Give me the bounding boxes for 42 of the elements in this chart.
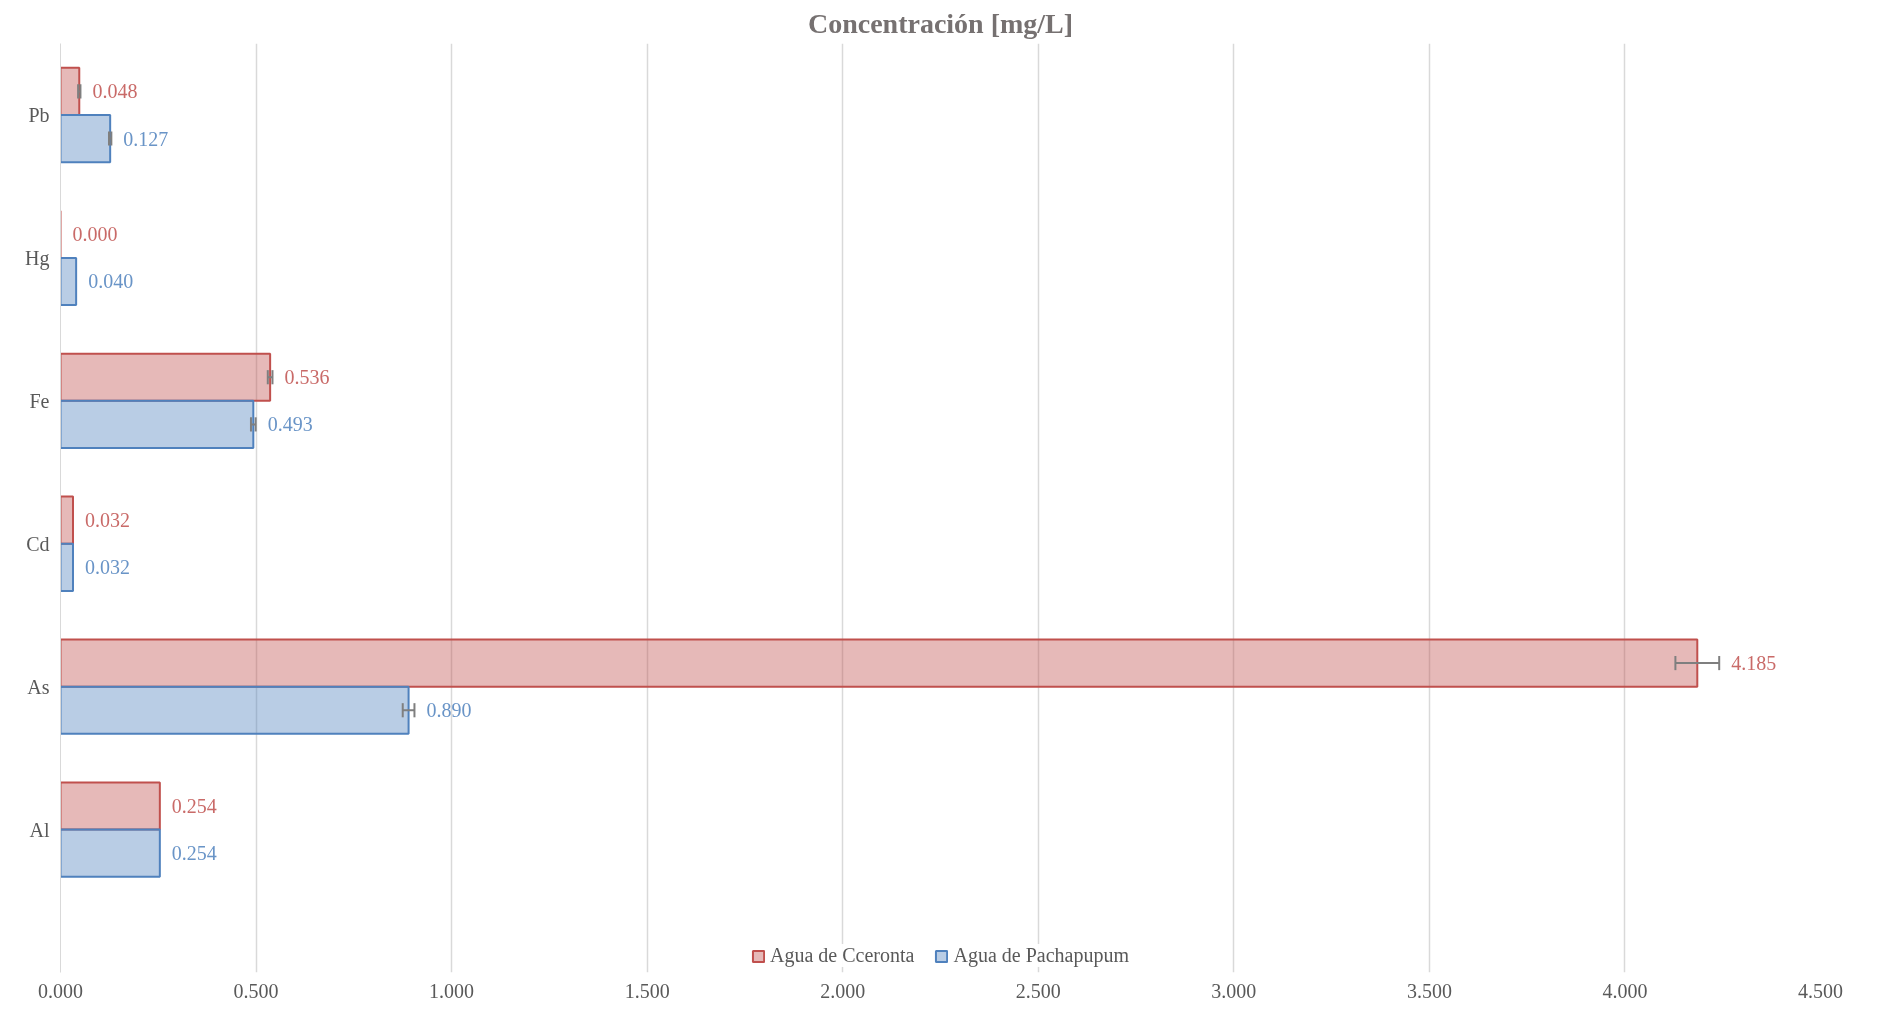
- bar: [60, 542, 75, 592]
- data-label: 0.254: [171, 842, 217, 865]
- x-tick-label: 3.500: [1406, 979, 1452, 1002]
- legend-label: Agua de Cceronta: [770, 944, 915, 967]
- y-tick-label: Al: [29, 818, 50, 841]
- y-tick-label: Fe: [29, 389, 50, 412]
- bar: [60, 781, 161, 831]
- bar: [60, 685, 410, 735]
- data-label: 4.185: [1731, 652, 1777, 675]
- data-label: 0.536: [284, 366, 330, 389]
- data-label: 0.127: [123, 127, 169, 150]
- bar: [60, 828, 161, 878]
- x-tick-label: 4.000: [1602, 979, 1648, 1002]
- y-tick-label: As: [27, 675, 50, 698]
- data-label: 0.048: [92, 80, 138, 103]
- x-tick-label: 1.500: [624, 979, 670, 1002]
- bar: [60, 638, 1699, 688]
- x-tick-label: 2.500: [1015, 979, 1061, 1002]
- data-label: 0.032: [85, 509, 131, 532]
- data-label: 0.493: [267, 413, 313, 436]
- legend-label: Agua de Pachapupum: [953, 944, 1129, 967]
- data-label: 0.032: [85, 556, 131, 579]
- x-tick-label: 0.500: [233, 979, 279, 1002]
- y-tick-label: Cd: [26, 532, 50, 555]
- bar: [60, 113, 112, 164]
- bar: [60, 256, 78, 307]
- data-label: 0.254: [171, 794, 217, 817]
- y-tick-label: Pb: [28, 103, 50, 126]
- x-tick-label: 0.000: [38, 979, 83, 1002]
- data-label: 0.890: [426, 699, 472, 722]
- x-tick-label: 2.000: [820, 979, 866, 1002]
- y-tick-label: Hg: [25, 246, 50, 270]
- bar: [60, 66, 81, 116]
- bar: [60, 399, 255, 449]
- bar: [60, 495, 75, 545]
- chart-title: Concentración [mg/L]: [807, 7, 1074, 39]
- data-label: 0.040: [88, 270, 134, 293]
- x-tick-label: 4.500: [1798, 979, 1843, 1002]
- x-tick-label: 1.000: [429, 979, 475, 1002]
- x-tick-label: 3.000: [1211, 979, 1257, 1002]
- data-label: 0.000: [72, 223, 118, 246]
- bar: [60, 352, 272, 402]
